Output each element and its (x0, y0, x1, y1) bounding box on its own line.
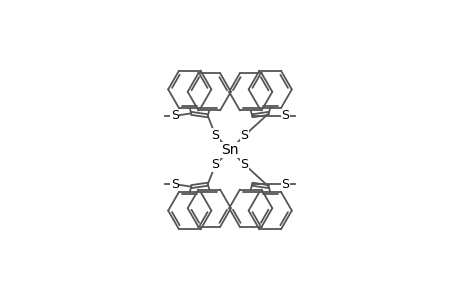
Text: S: S (280, 178, 289, 191)
Text: S: S (240, 129, 248, 142)
Text: S: S (211, 158, 219, 171)
Text: S: S (170, 109, 179, 122)
Text: S: S (211, 129, 219, 142)
Text: S: S (280, 109, 289, 122)
Text: S: S (170, 178, 179, 191)
Text: Sn: Sn (221, 143, 238, 157)
Text: S: S (240, 158, 248, 171)
